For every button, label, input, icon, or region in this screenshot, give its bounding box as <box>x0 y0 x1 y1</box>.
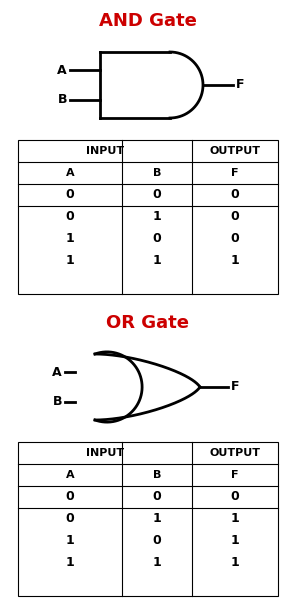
Text: 1: 1 <box>153 513 162 525</box>
Text: 0: 0 <box>231 210 239 223</box>
Text: 1: 1 <box>231 255 239 268</box>
Text: A: A <box>66 470 74 480</box>
Text: 0: 0 <box>66 210 74 223</box>
Text: OUTPUT: OUTPUT <box>210 448 260 458</box>
Text: 1: 1 <box>153 255 162 268</box>
Text: A: A <box>66 168 74 178</box>
Text: 1: 1 <box>66 534 74 547</box>
Text: 0: 0 <box>153 491 162 504</box>
Text: 0: 0 <box>231 491 239 504</box>
Text: F: F <box>236 78 244 92</box>
Text: B: B <box>52 395 62 408</box>
Text: B: B <box>153 168 161 178</box>
Text: AND Gate: AND Gate <box>99 12 197 30</box>
Text: 1: 1 <box>231 513 239 525</box>
Bar <box>18 140 278 294</box>
Text: 1: 1 <box>66 255 74 268</box>
Text: 0: 0 <box>153 534 162 547</box>
Text: 0: 0 <box>153 189 162 201</box>
Text: 0: 0 <box>66 513 74 525</box>
Text: 1: 1 <box>231 534 239 547</box>
Text: OUTPUT: OUTPUT <box>210 146 260 156</box>
Text: OR Gate: OR Gate <box>107 314 189 332</box>
Text: B: B <box>153 470 161 480</box>
Text: F: F <box>231 168 239 178</box>
Text: 1: 1 <box>66 556 74 570</box>
Text: 1: 1 <box>231 556 239 570</box>
Text: A: A <box>57 64 67 77</box>
Text: 0: 0 <box>231 232 239 246</box>
Bar <box>18 442 278 596</box>
Text: INPUT: INPUT <box>86 448 124 458</box>
Text: A: A <box>52 366 62 379</box>
Text: F: F <box>231 380 239 394</box>
Text: 0: 0 <box>66 189 74 201</box>
Text: 0: 0 <box>153 232 162 246</box>
Text: 0: 0 <box>66 491 74 504</box>
Text: 0: 0 <box>231 189 239 201</box>
Text: INPUT: INPUT <box>86 146 124 156</box>
Text: F: F <box>231 470 239 480</box>
Text: B: B <box>57 93 67 106</box>
Text: 1: 1 <box>153 556 162 570</box>
Text: 1: 1 <box>153 210 162 223</box>
Text: 1: 1 <box>66 232 74 246</box>
